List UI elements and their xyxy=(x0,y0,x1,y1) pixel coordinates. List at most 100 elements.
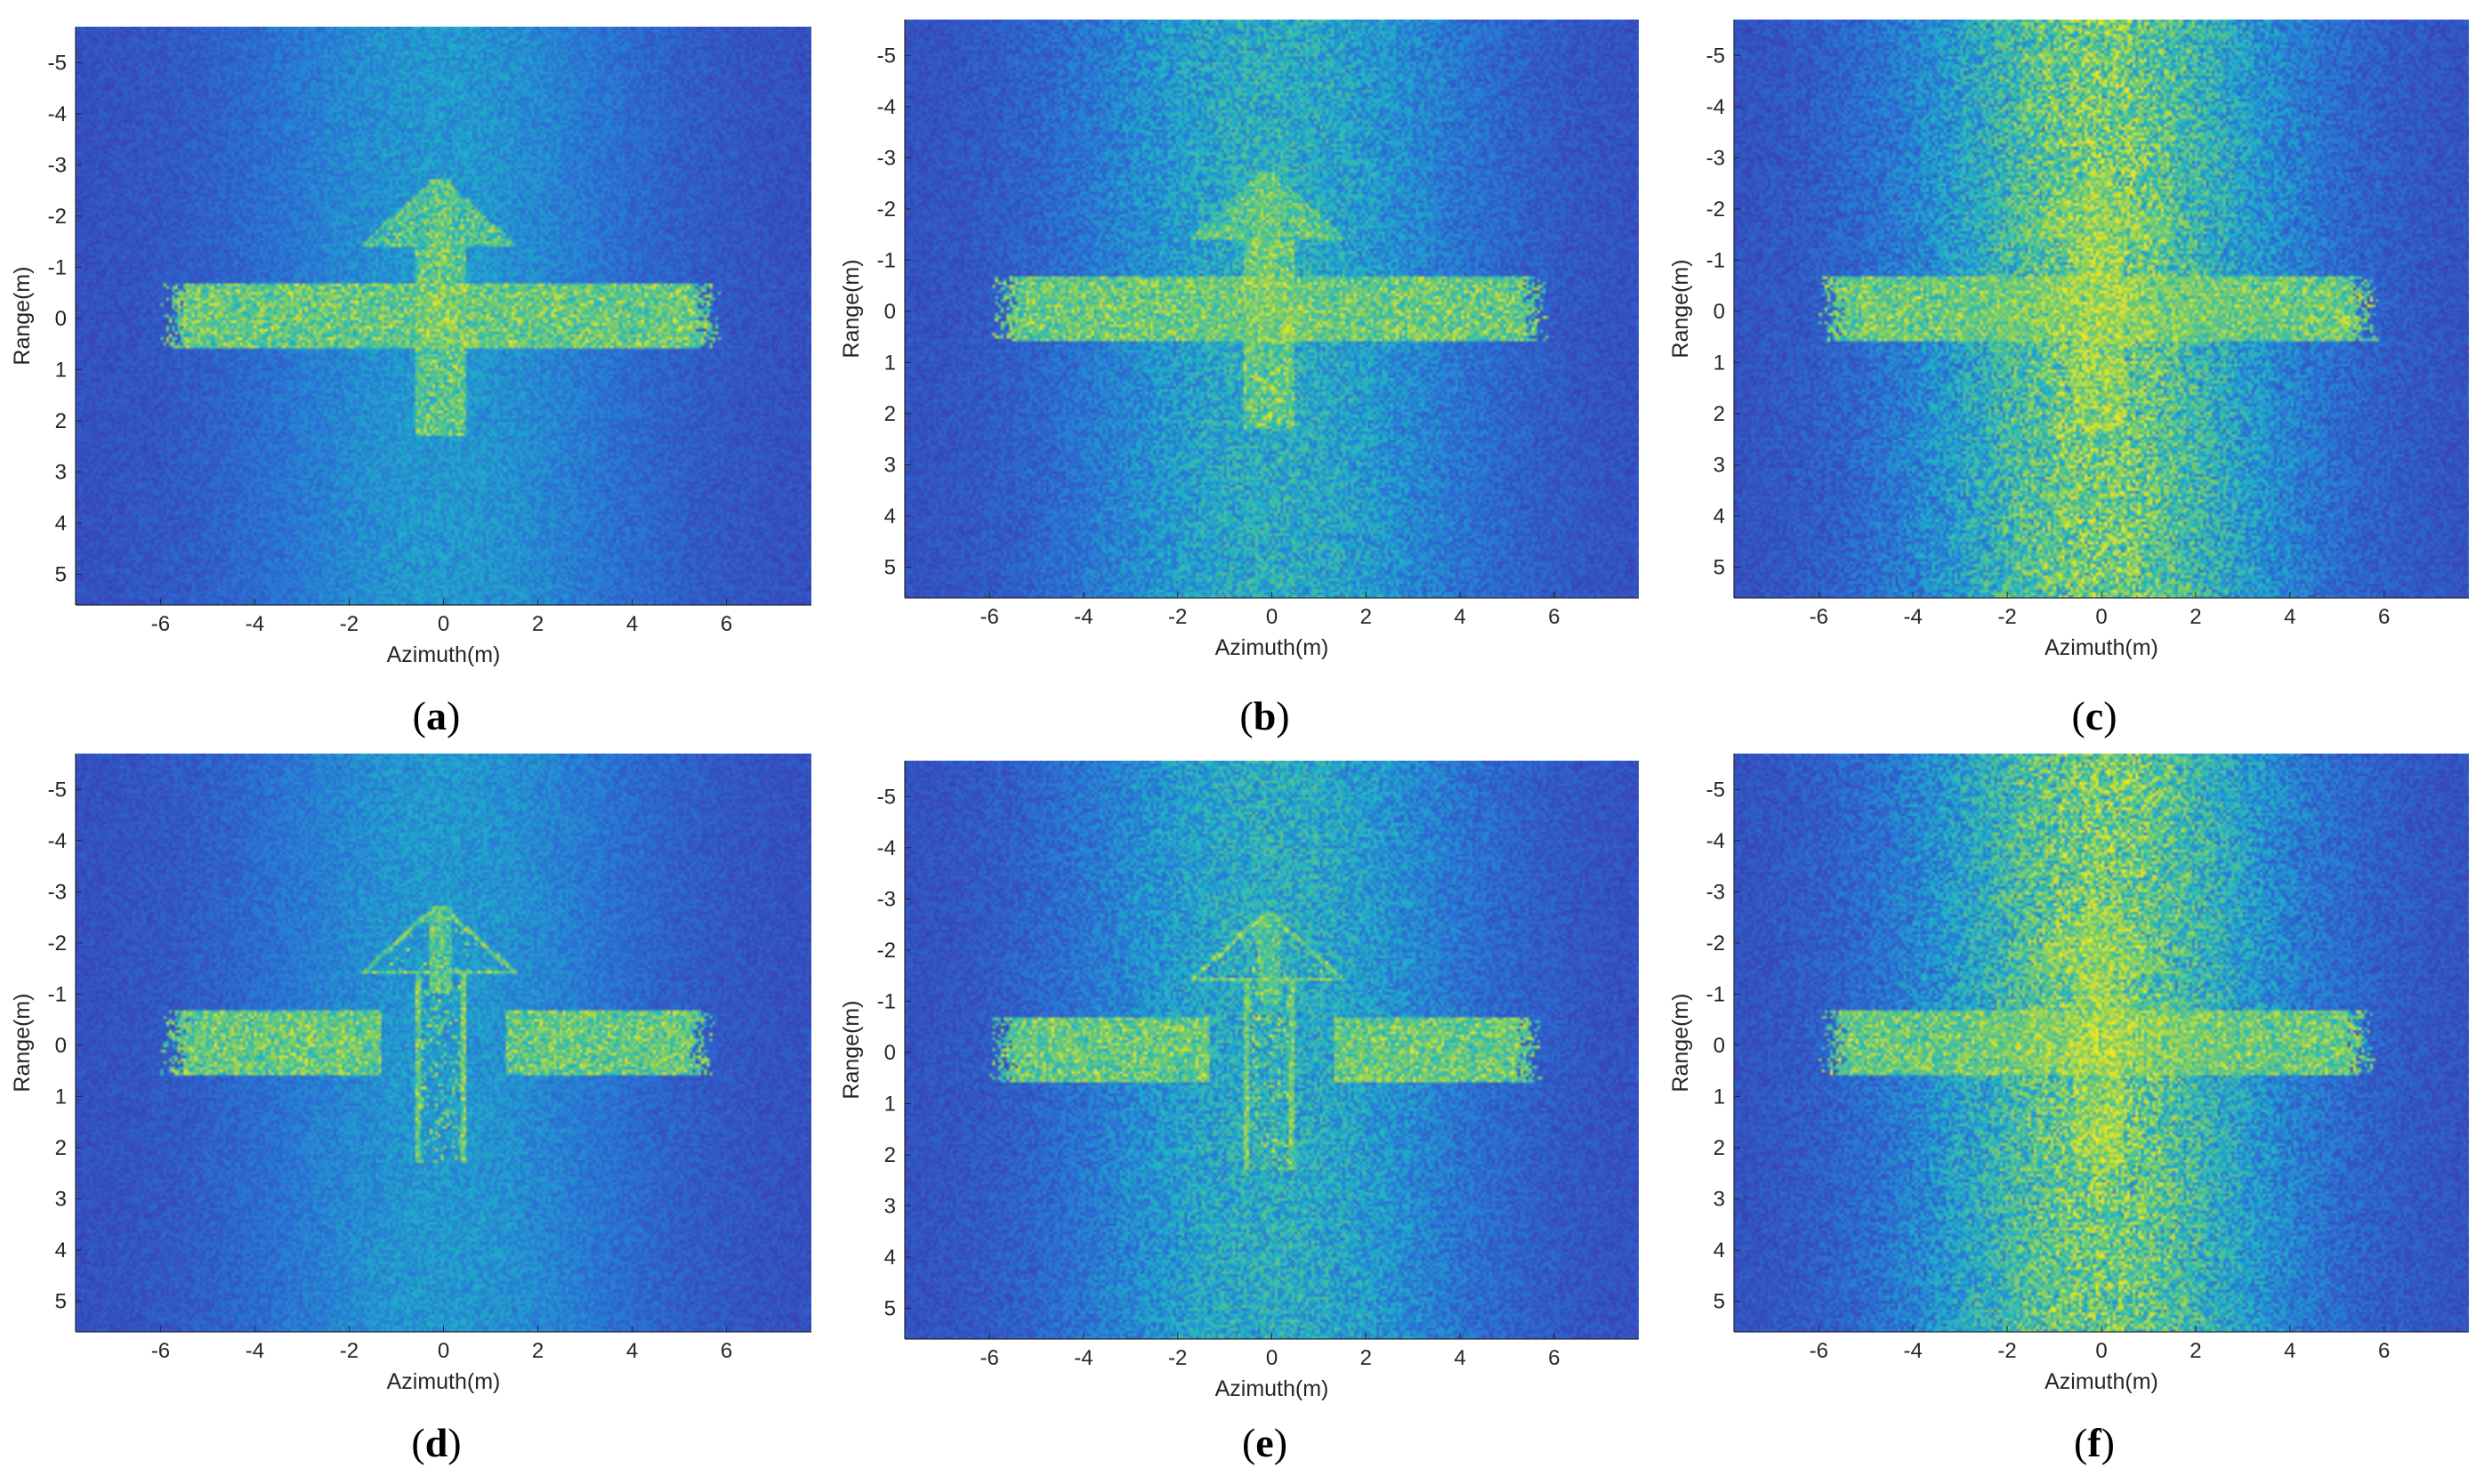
y-tick-label: -2 xyxy=(1706,198,1725,222)
y-tick-label: 4 xyxy=(884,504,896,528)
panel-caption-f: (f) xyxy=(2074,1420,2115,1465)
y-tick-label: -2 xyxy=(877,198,896,222)
y-tick-label: 1 xyxy=(55,358,67,382)
y-tick-label: -4 xyxy=(48,102,67,126)
x-tick-label: -6 xyxy=(1810,605,1828,629)
x-tick-label: -4 xyxy=(1904,605,1923,629)
y-tick-label: 1 xyxy=(1714,1085,1725,1109)
x-tick-label: -4 xyxy=(246,1339,264,1363)
y-axis-label: Range(m) xyxy=(1668,993,1693,1092)
x-tick-label: 6 xyxy=(1548,605,1560,629)
x-axis-label: Azimuth(m) xyxy=(387,642,501,667)
panel-caption-c: (c) xyxy=(2071,693,2117,738)
y-tick-label: -1 xyxy=(877,989,896,1013)
x-tick-label: 4 xyxy=(626,1339,638,1363)
y-tick-label: 3 xyxy=(1714,1187,1725,1211)
panel-caption-b: (b) xyxy=(1239,693,1290,738)
panel-letter: e xyxy=(1255,1420,1274,1465)
y-tick-label: -1 xyxy=(48,255,67,279)
y-tick-label: 0 xyxy=(1714,300,1725,324)
y-tick-label: 5 xyxy=(55,562,67,586)
x-axis-label: Azimuth(m) xyxy=(2044,1369,2158,1394)
y-tick-label: 4 xyxy=(1714,504,1725,528)
y-tick-label: -4 xyxy=(1706,829,1725,853)
y-tick-label: 3 xyxy=(1714,453,1725,477)
x-tick-label: 0 xyxy=(1266,1346,1278,1370)
panel-caption-e: (e) xyxy=(1241,1420,1288,1465)
x-tick-label: -6 xyxy=(151,1339,170,1363)
y-tick-label: -5 xyxy=(877,44,896,68)
heatmap-image xyxy=(76,754,811,1332)
y-tick-label: -3 xyxy=(48,880,67,904)
x-tick-label: -6 xyxy=(980,605,999,629)
y-tick-label: 3 xyxy=(55,460,67,484)
y-tick-label: -1 xyxy=(48,982,67,1006)
panel-letter: f xyxy=(2087,1420,2101,1465)
y-tick-label: 0 xyxy=(884,300,896,324)
panel-caption-a: (a) xyxy=(412,693,461,738)
x-tick-label: -4 xyxy=(246,612,264,636)
y-tick-label: 2 xyxy=(1714,402,1725,426)
y-tick-label: 2 xyxy=(884,1143,896,1167)
y-axis-label: Range(m) xyxy=(10,266,35,365)
y-tick-label: 4 xyxy=(884,1246,896,1270)
y-tick-label: 5 xyxy=(1714,555,1725,579)
y-tick-label: -3 xyxy=(1706,880,1725,904)
x-tick-label: -6 xyxy=(980,1346,999,1370)
x-tick-label: -4 xyxy=(1904,1339,1923,1363)
y-tick-label: -5 xyxy=(48,51,67,75)
x-tick-label: 0 xyxy=(1266,605,1278,629)
x-tick-label: 6 xyxy=(2378,605,2390,629)
y-tick-label: 4 xyxy=(1714,1238,1725,1262)
y-axis-label: Range(m) xyxy=(839,1000,864,1099)
y-tick-label: -5 xyxy=(48,778,67,802)
x-tick-label: -2 xyxy=(1168,1346,1187,1370)
y-tick-label: -1 xyxy=(1706,982,1725,1006)
y-tick-label: 5 xyxy=(1714,1289,1725,1313)
y-tick-label: -3 xyxy=(1706,146,1725,170)
y-tick-label: -5 xyxy=(1706,778,1725,802)
x-tick-label: 6 xyxy=(721,612,732,636)
heatmap-image xyxy=(905,761,1639,1339)
heatmap-image xyxy=(1734,754,2469,1332)
y-tick-label: -2 xyxy=(48,205,67,229)
x-tick-label: -2 xyxy=(1997,1339,2016,1363)
x-axis-label: Azimuth(m) xyxy=(1215,635,1329,660)
heatmap-image xyxy=(1734,20,2469,598)
y-tick-label: -3 xyxy=(877,146,896,170)
x-tick-label: -4 xyxy=(1074,1346,1093,1370)
y-tick-label: -1 xyxy=(877,248,896,272)
x-tick-label: 2 xyxy=(532,612,544,636)
panel-f: -6 -4 -2 0 2 4 6 -5 -4 -3 -2 -1 0 1 2 3 4 5 Azimuth(m) Rang… xyxy=(1668,754,2469,1394)
x-tick-label: 6 xyxy=(2378,1339,2390,1363)
y-tick-label: -3 xyxy=(48,153,67,177)
x-tick-label: 6 xyxy=(1548,1346,1560,1370)
panel-e: -6 -4 -2 0 2 4 6 -5 -4 -3 -2 -1 0 1 2 3 4 5 Azimuth(m) Rang… xyxy=(839,761,1639,1401)
x-tick-label: 2 xyxy=(1360,1346,1372,1370)
x-tick-label: -2 xyxy=(340,612,359,636)
y-tick-label: 4 xyxy=(55,1238,67,1262)
y-tick-label: -4 xyxy=(1706,95,1725,119)
panel-b: -6 -4 -2 0 2 4 6 -5 -4 -3 -2 -1 0 1 2 3 4 5 Azimuth(m) Rang… xyxy=(839,20,1639,660)
x-tick-label: 4 xyxy=(2284,1339,2295,1363)
x-tick-label: 6 xyxy=(721,1339,732,1363)
panel-a: -6 -4 -2 0 2 4 6 -5 -4 -3 -2 -1 0 1 2 3 4 5 Azimuth(m) Rang… xyxy=(10,27,811,667)
panel-letter: c xyxy=(2085,693,2104,738)
panel-letter: b xyxy=(1253,693,1277,738)
y-tick-label: -4 xyxy=(877,95,896,119)
y-tick-label: -2 xyxy=(48,932,67,956)
x-tick-label: -6 xyxy=(151,612,170,636)
x-tick-label: 2 xyxy=(1360,605,1372,629)
y-tick-label: 0 xyxy=(55,307,67,331)
y-tick-label: 2 xyxy=(884,402,896,426)
x-axis-label: Azimuth(m) xyxy=(2044,635,2158,660)
y-tick-label: 4 xyxy=(55,512,67,536)
y-tick-label: 1 xyxy=(884,351,896,375)
y-tick-label: -4 xyxy=(48,829,67,853)
panel-caption-d: (d) xyxy=(411,1420,462,1465)
panel-d: -6 -4 -2 0 2 4 6 -5 -4 -3 -2 -1 0 1 2 3 4 5 Azimuth(m) Rang… xyxy=(10,754,811,1394)
y-tick-label: 3 xyxy=(884,1194,896,1218)
y-tick-label: 0 xyxy=(884,1041,896,1065)
x-tick-label: 0 xyxy=(2095,1339,2107,1363)
y-tick-label: 1 xyxy=(1714,351,1725,375)
